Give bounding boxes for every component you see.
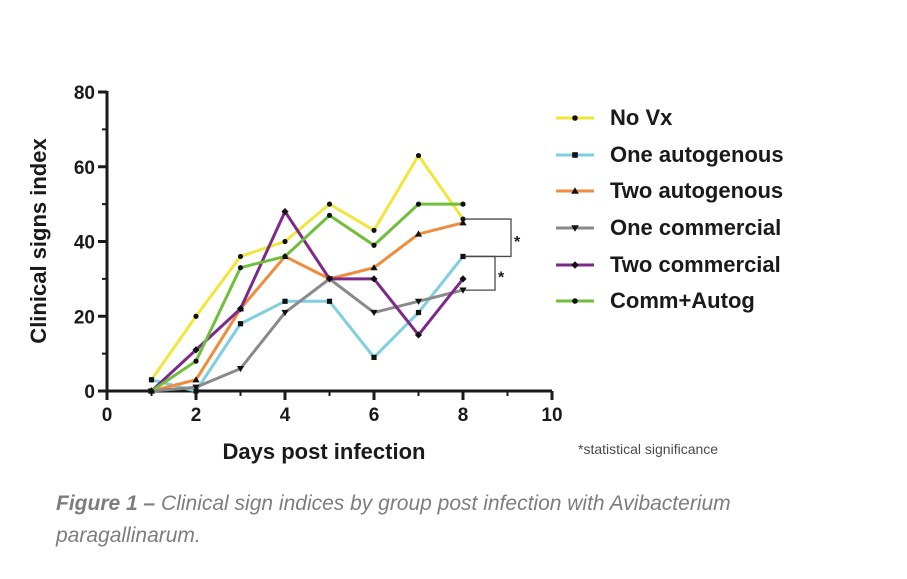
- legend-swatch: [556, 143, 594, 167]
- y-tick-label: 20: [74, 307, 95, 328]
- significance-bracket: [465, 255, 496, 291]
- data-point: [414, 230, 423, 237]
- data-point: [414, 298, 423, 305]
- y-axis-label: Clinical signs index: [26, 138, 51, 344]
- x-tick-label: 4: [280, 405, 291, 426]
- data-point: [326, 201, 333, 207]
- significance-brackets: **: [465, 218, 521, 291]
- data-point: [282, 238, 288, 245]
- data-point: [282, 298, 288, 304]
- legend-swatch: [556, 253, 594, 277]
- data-point: [193, 313, 199, 319]
- legend-item: One autogenous: [556, 137, 784, 174]
- y-tick-label: 40: [74, 233, 95, 254]
- data-point: [236, 305, 245, 313]
- legend-label: Comm+Autog: [610, 288, 755, 314]
- significance-star: *: [514, 234, 521, 251]
- legend-label: No Vx: [610, 105, 673, 131]
- series-line: [151, 255, 465, 393]
- figure-caption: Figure 1 – Clinical sign indices by grou…: [56, 488, 816, 552]
- x-axis-label: Days post infection: [223, 439, 426, 464]
- data-point: [325, 275, 334, 283]
- data-point: [281, 309, 289, 317]
- data-point: [415, 309, 422, 316]
- data-point: [370, 309, 378, 317]
- y-tick-label: 0: [84, 382, 95, 403]
- data-point: [460, 201, 466, 207]
- legend-label: One commercial: [610, 215, 782, 241]
- caption-text: Clinical sign indices by group post infe…: [56, 492, 731, 547]
- data-point: [193, 388, 199, 394]
- data-point: [414, 331, 423, 339]
- data-point: [371, 242, 377, 248]
- data-point: [370, 264, 378, 271]
- x-tick-label: 10: [541, 405, 562, 426]
- chart-legend: No Vx One autogenous Two autogenous One com…: [556, 100, 784, 320]
- data-point: [459, 287, 467, 294]
- x-tick-label: 6: [369, 405, 380, 426]
- data-point: [460, 253, 466, 260]
- data-point: [192, 346, 200, 354]
- legend-label: Two autogenous: [610, 178, 784, 204]
- legend-swatch: [556, 289, 594, 313]
- series-line: [150, 154, 465, 381]
- legend-label: One autogenous: [610, 141, 784, 167]
- data-point: [371, 354, 377, 360]
- series-line: [151, 221, 464, 393]
- legend-item: Two autogenous: [556, 173, 784, 210]
- significance-footnote: *statistical significance: [578, 441, 719, 457]
- data-point: [326, 298, 333, 304]
- data-point: [371, 227, 377, 233]
- data-point: [326, 212, 333, 218]
- data-point: [370, 275, 378, 283]
- legend-item: Comm+Autog: [556, 283, 784, 320]
- series-one-autogenous: [148, 253, 466, 394]
- legend-item: Two commercial: [556, 246, 784, 283]
- x-tick-label: 2: [191, 405, 202, 426]
- series-line: [150, 202, 463, 393]
- legend-item: One commercial: [556, 210, 784, 247]
- data-point: [148, 388, 155, 394]
- legend-swatch: [556, 106, 594, 130]
- data-point: [193, 358, 199, 364]
- figure-label: Figure 1 –: [56, 492, 156, 515]
- legend-swatch: [556, 216, 594, 240]
- data-point: [192, 376, 200, 383]
- significance-star: *: [498, 269, 505, 286]
- data-point: [460, 216, 466, 222]
- data-point: [237, 265, 244, 271]
- y-tick-label: 60: [74, 158, 95, 179]
- data-point: [237, 321, 244, 327]
- legend-item: No Vx: [556, 100, 784, 137]
- data-point: [459, 219, 467, 226]
- data-point: [415, 152, 422, 159]
- data-point: [415, 201, 422, 207]
- x-tick-label: 0: [102, 405, 113, 426]
- data-point: [148, 377, 155, 383]
- legend-swatch: [556, 179, 594, 203]
- data-point: [236, 365, 245, 373]
- significance-bracket: [465, 218, 512, 258]
- x-tick-label: 8: [458, 405, 469, 426]
- data-point: [281, 208, 289, 216]
- data-point: [282, 253, 288, 260]
- series-line: [151, 277, 464, 393]
- chart-series: [147, 152, 467, 395]
- series-comm-autog: [148, 201, 466, 394]
- data-point: [237, 253, 244, 260]
- data-point: [192, 384, 200, 391]
- y-tick-label: 80: [74, 83, 95, 104]
- chart-axes: 0 20 40 60 80 0 2 4 6 8 10: [74, 83, 563, 426]
- data-point: [459, 275, 467, 283]
- legend-label: Two commercial: [610, 251, 781, 277]
